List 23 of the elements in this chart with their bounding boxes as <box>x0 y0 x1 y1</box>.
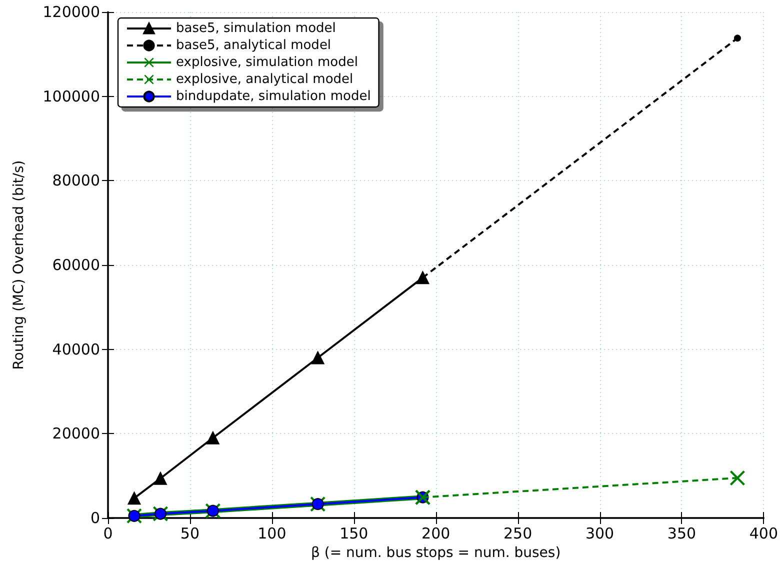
x-tick-label: 350 <box>667 524 696 542</box>
x-tick-label: 150 <box>340 524 368 542</box>
x-axis-title: β (= num. bus stops = num. buses) <box>311 544 561 561</box>
x-tick-label: 100 <box>258 524 286 542</box>
legend-label: base5, analytical model <box>176 38 332 53</box>
y-axis-title: Routing (MC) Overhead (bit/s) <box>11 160 27 370</box>
y-tick-label: 40000 <box>52 340 100 358</box>
x-tick-label: 400 <box>749 524 778 542</box>
x-tick-label: 200 <box>422 524 450 542</box>
y-tick-label: 120000 <box>42 3 100 21</box>
x-tick-label: 0 <box>103 524 113 542</box>
legend-label: base5, simulation model <box>176 21 336 36</box>
legend-label: bindupdate, simulation model <box>176 89 371 104</box>
x-tick-label: 250 <box>503 524 532 542</box>
legend-label: explosive, simulation model <box>176 55 358 70</box>
y-tick-label: 0 <box>90 509 100 527</box>
x-tick-label: 50 <box>180 524 200 542</box>
y-tick-label: 100000 <box>42 87 100 106</box>
y-tick-label: 60000 <box>52 256 100 274</box>
x-tick-label: 300 <box>585 524 614 542</box>
y-tick-label: 80000 <box>52 172 100 190</box>
y-tick-label: 20000 <box>52 424 100 443</box>
legend-label: explosive, analytical model <box>176 72 354 87</box>
